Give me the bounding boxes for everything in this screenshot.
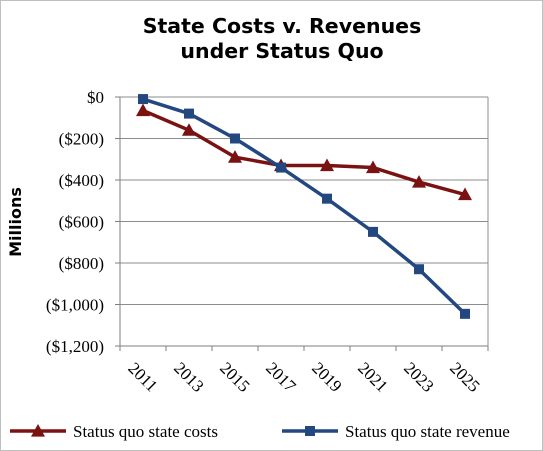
plot-grid xyxy=(115,96,489,351)
data-point-0-4 xyxy=(320,158,334,172)
data-point-0-6 xyxy=(412,175,426,188)
x-tick-label: 2025 xyxy=(446,358,483,395)
legend-label-1: Status quo state revenue xyxy=(345,422,510,441)
data-point-1-2 xyxy=(230,133,240,144)
data-point-1-4 xyxy=(322,193,332,204)
data-point-0-5 xyxy=(366,160,380,174)
plot-series xyxy=(136,94,472,319)
y-tick-label: ($400) xyxy=(59,171,104,190)
legend-label-0: Status quo state costs xyxy=(73,422,218,441)
data-point-0-7 xyxy=(458,187,472,201)
y-axis-label: Millions xyxy=(6,187,25,257)
data-point-1-6 xyxy=(414,264,424,275)
data-point-1-0 xyxy=(138,94,148,105)
x-axis-ticks: 2011 2013 2015 2017 2019 2021 2023 2025 xyxy=(124,358,483,396)
legend-marker-1 xyxy=(305,426,315,436)
series-line-1 xyxy=(142,97,467,316)
series-line-0 xyxy=(142,108,466,197)
legend: Status quo state costs Status quo state r… xyxy=(10,422,510,441)
y-tick-label: ($800) xyxy=(59,254,104,273)
x-tick-label: 2019 xyxy=(308,358,345,395)
y-tick-label: ($1,000) xyxy=(46,296,104,315)
y-axis-ticks: $0 ($200) ($400) ($600) ($800) ($1,000) ($1,20… xyxy=(46,88,104,356)
data-point-1-1 xyxy=(184,108,194,119)
data-point-1-7 xyxy=(460,308,470,319)
x-tick-label: 2021 xyxy=(354,358,391,395)
chart-title-line-1: State Costs v. Revenues xyxy=(143,14,422,38)
x-tick-label: 2013 xyxy=(170,358,207,395)
data-point-1-3 xyxy=(276,162,286,173)
data-point-0-0 xyxy=(136,103,150,117)
y-tick-label: ($200) xyxy=(59,130,104,149)
x-tick-label: 2015 xyxy=(216,358,253,395)
data-point-0-2 xyxy=(228,150,242,163)
y-tick-label: ($1,200) xyxy=(46,337,104,356)
x-tick-label: 2011 xyxy=(124,359,161,396)
x-tick-label: 2017 xyxy=(262,358,300,396)
y-tick-label: $0 xyxy=(87,88,104,107)
y-tick-label: ($600) xyxy=(59,213,104,232)
x-tick-label: 2023 xyxy=(400,358,437,395)
chart-title-line-2: under Status Quo xyxy=(180,39,383,63)
legend-marker-0 xyxy=(31,424,45,437)
data-point-0-1 xyxy=(182,123,196,136)
data-point-1-5 xyxy=(368,226,378,237)
